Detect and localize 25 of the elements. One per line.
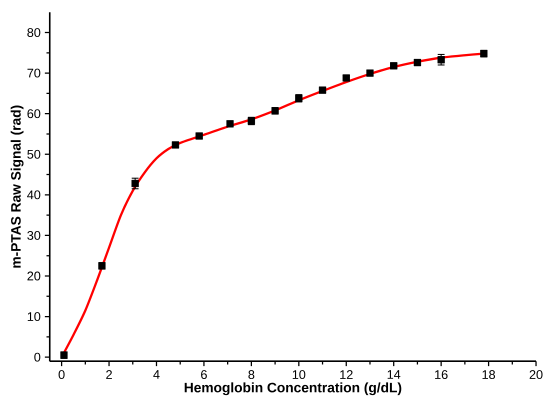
point [390,62,398,70]
x-tick-label: 10 [292,370,306,380]
x-tick-label: 18 [482,370,496,380]
x-tick-label: 8 [248,370,254,380]
y-tick-label: 60 [27,109,40,118]
x-tick-label: 16 [435,370,448,380]
y-tick-label: 70 [27,68,40,78]
y-tick-label: 20 [27,272,40,281]
y-tick-label: 40 [27,190,40,200]
point [437,56,445,64]
x-tick-label: 6 [201,370,207,380]
x-tick-label: 0 [58,370,65,380]
x-tick-label: 12 [340,370,353,380]
y-tick-label: 30 [27,231,40,240]
x-tick-label: 4 [153,370,160,380]
x-axis-title: Hemoglobin Concentration (g/dL) [184,382,402,396]
x-tick-label: 2 [106,370,112,380]
y-tick-label: 50 [27,150,40,159]
x-tick-label: 20 [530,370,543,380]
point [131,180,139,188]
y-axis-title: m-PTAS Raw Signal (rad) [10,106,24,268]
y-tick-label: 10 [28,312,40,322]
y-tick-label: 80 [27,28,40,38]
x-tick-label: 14 [388,370,400,380]
y-tick-label: 0 [34,352,40,362]
